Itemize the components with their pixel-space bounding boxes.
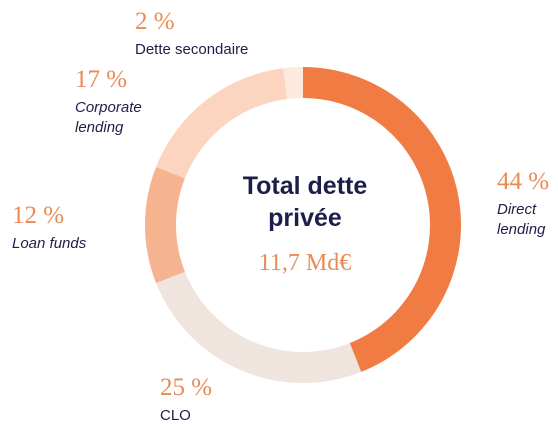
value-label: 44 %: [497, 168, 550, 195]
category-label: Corporate lending: [75, 99, 142, 136]
donut-segment: [283, 67, 303, 100]
category-label: Loan funds: [12, 235, 87, 252]
category-label: Dette secondaire: [135, 41, 249, 58]
donut-segment: [303, 67, 462, 372]
value-label: 25 %: [160, 374, 213, 401]
value-label: 17 %: [75, 66, 128, 93]
donut-segment: [156, 68, 288, 179]
donut-segment: [145, 166, 185, 284]
value-label: 12 %: [12, 202, 65, 229]
category-label: Direct lending: [497, 201, 546, 238]
donut-segment: [156, 271, 362, 383]
category-label: CLO: [160, 407, 191, 424]
chart-title: Total dette privée: [242, 172, 368, 232]
chart-subtitle: 11,7 Md€: [258, 250, 352, 276]
value-label: 2 %: [135, 8, 175, 35]
